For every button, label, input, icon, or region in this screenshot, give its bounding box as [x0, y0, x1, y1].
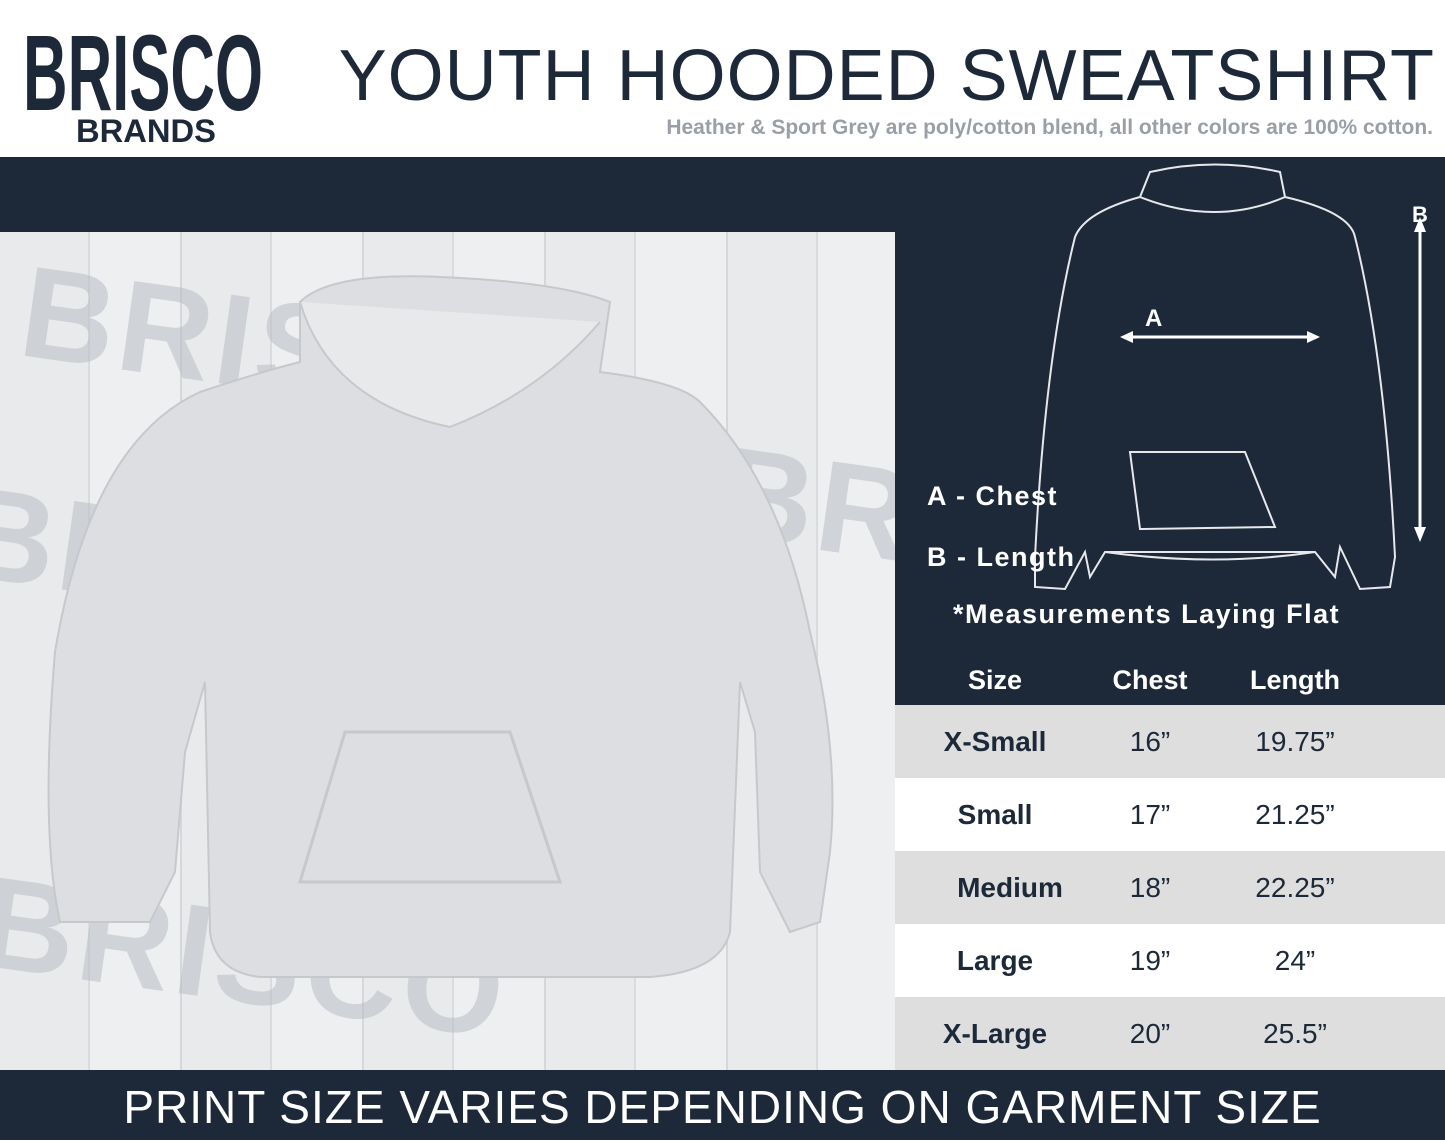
chest-cell: 16” — [1129, 725, 1171, 757]
header-length: Length — [1250, 664, 1340, 695]
length-cell: 24” — [1274, 944, 1316, 976]
chest-cell: 20” — [1129, 1017, 1171, 1049]
length-cell: 19.75” — [1255, 725, 1335, 757]
size-cell: Small — [957, 798, 1033, 830]
length-cell: 22.25” — [1255, 871, 1335, 903]
size-cell: Medium — [957, 871, 1063, 903]
header-chest: Chest — [1112, 664, 1188, 695]
brisco-brands-logo: BRISCO BRANDS — [23, 15, 263, 145]
size-cell: X-Small — [943, 725, 1047, 757]
header: BRISCO BRANDS YOUTH HOODED SWEATSHIRT He… — [0, 0, 1445, 157]
chest-cell: 19” — [1129, 944, 1171, 976]
size-cell: Large — [956, 944, 1034, 976]
table-row: Large 19” 24” — [895, 924, 1445, 997]
fabric-note: Heather & Sport Grey are poly/cotton ble… — [666, 116, 1433, 139]
legend-length: B - Length — [927, 542, 1076, 572]
svg-text:BRISCO: BRISCO — [23, 15, 263, 133]
product-photo: BRISCO BRISCO BRI BRISCO — [0, 232, 895, 1070]
table-row: Medium 18” 22.25” — [895, 851, 1445, 924]
footer-banner: PRINT SIZE VARIES DEPENDING ON GARMENT S… — [0, 1070, 1445, 1140]
table-row: X-Large 20” 25.5” — [895, 997, 1445, 1070]
page-title: YOUTH HOODED SWEATSHIRT — [338, 36, 1435, 116]
label-b: B — [1412, 202, 1430, 227]
table-row: X-Small 16” 19.75” — [895, 705, 1445, 778]
header-size: Size — [967, 664, 1023, 695]
table-row: Small 17” 21.25” — [895, 778, 1445, 851]
chest-cell: 18” — [1129, 871, 1171, 903]
size-table: Size Chest Length X-Small 16” 19.75” Small… — [895, 655, 1445, 1070]
measurement-note: *Measurements Laying Flat — [953, 599, 1341, 629]
hoodie-image — [47, 275, 834, 978]
length-cell: 21.25” — [1255, 798, 1335, 830]
length-cell: 25.5” — [1263, 1017, 1327, 1049]
hoodie-diagram — [1034, 163, 1426, 591]
legend-chest: A - Chest — [927, 481, 1059, 511]
svg-text:BRANDS: BRANDS — [76, 113, 216, 145]
measurement-panel: A B A - Chest B - Length *Measurements L… — [895, 157, 1445, 705]
size-cell: X-Large — [942, 1017, 1048, 1049]
chest-cell: 17” — [1129, 798, 1171, 830]
table-header: Size Chest Length — [895, 655, 1445, 705]
label-a: A — [1145, 305, 1164, 332]
